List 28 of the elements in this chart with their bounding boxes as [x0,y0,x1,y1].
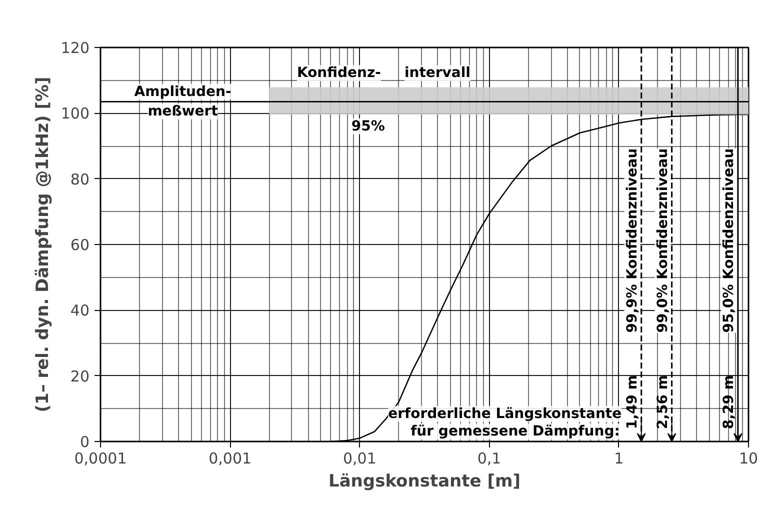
x-tick-label: 0,1 [477,450,502,468]
x-axis-title: Längskonstante [m] [328,472,520,492]
annotation: erforderliche Längskonstante [388,406,622,422]
ref-line-label: 99,9% Konfidenzniveau [624,148,640,333]
y-tick-label: 100 [60,104,90,123]
x-tick-label: 10 [738,450,758,468]
annotation: für gemessene Dämpfung: [410,424,620,440]
y-tick-label: 40 [70,302,90,320]
x-tick-label: 1 [614,450,624,468]
annotation: meßwert [148,104,218,120]
annotation: Amplituden- [134,84,232,100]
x-tick-label: 0,001 [208,450,252,468]
y-tick-label: 0 [80,433,90,451]
annotation: Konfidenz- [296,65,382,82]
x-tick-label: 0,0001 [74,450,127,468]
y-tick-label: 20 [70,367,90,386]
annotation: 95% [351,118,385,134]
x-tick-label: 0,01 [343,450,376,468]
annotation: intervall [404,65,470,82]
annotation: 8,29 m [720,375,737,430]
y-tick-label: 80 [70,170,90,188]
y-tick-label: 60 [70,236,90,254]
annotation: 2,56 m [654,375,671,430]
y-tick-label: 120 [60,39,90,57]
ref-line-label: 99,0% Konfidenzniveau [654,148,671,333]
annotation: 1,49 m [624,375,640,430]
ref-line-label: 95,0% Konfidenzniveau [720,148,737,333]
y-axis-title: (1– rel. dyn. Dämpfung @1kHz) [%] [32,76,53,412]
